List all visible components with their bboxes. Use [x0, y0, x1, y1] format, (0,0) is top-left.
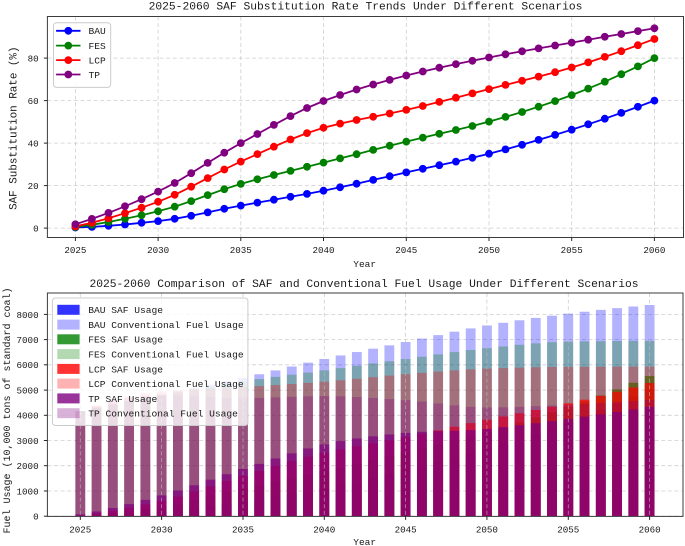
svg-text:40: 40	[28, 139, 39, 150]
svg-text:7000: 7000	[17, 335, 39, 346]
svg-text:2055: 2055	[561, 245, 583, 256]
svg-text:2060: 2060	[643, 245, 665, 256]
svg-text:2025: 2025	[69, 524, 91, 535]
svg-text:TP Conventional Fuel Usage: TP Conventional Fuel Usage	[88, 409, 238, 420]
svg-text:0: 0	[33, 224, 39, 235]
svg-text:Fuel Usage (10,000 tons of sta: Fuel Usage (10,000 tons of standard coal…	[2, 287, 14, 533]
svg-text:2030: 2030	[151, 524, 173, 535]
svg-text:2050: 2050	[476, 524, 498, 535]
svg-text:2025: 2025	[64, 245, 86, 256]
svg-text:2030: 2030	[147, 245, 169, 256]
svg-text:0: 0	[33, 512, 39, 523]
svg-text:6000: 6000	[17, 360, 39, 371]
svg-text:LCP Conventional Fuel Usage: LCP Conventional Fuel Usage	[88, 379, 244, 390]
svg-text:FES SAF Usage: FES SAF Usage	[88, 335, 163, 346]
svg-text:BAU Conventional Fuel Usage: BAU Conventional Fuel Usage	[88, 320, 244, 331]
svg-text:TP: TP	[89, 70, 101, 81]
svg-text:LCP SAF Usage: LCP SAF Usage	[88, 364, 163, 375]
svg-text:2040: 2040	[312, 245, 334, 256]
svg-text:FES: FES	[89, 41, 107, 52]
svg-text:SAF Substitution Rate (%): SAF Substitution Rate (%)	[9, 47, 21, 210]
svg-text:2000: 2000	[17, 461, 39, 472]
svg-text:5000: 5000	[17, 386, 39, 397]
svg-text:TP SAF Usage: TP SAF Usage	[88, 394, 157, 405]
svg-text:2035: 2035	[232, 524, 254, 535]
svg-text:4000: 4000	[17, 411, 39, 422]
svg-text:FES Conventional Fuel Usage: FES Conventional Fuel Usage	[88, 350, 244, 361]
svg-text:1000: 1000	[17, 486, 39, 497]
svg-text:2035: 2035	[230, 245, 252, 256]
svg-text:LCP: LCP	[89, 56, 107, 67]
svg-text:BAU SAF Usage: BAU SAF Usage	[88, 305, 163, 316]
svg-text:20: 20	[28, 181, 39, 192]
svg-text:2055: 2055	[557, 524, 579, 535]
svg-text:2025-2060 Comparison of SAF an: 2025-2060 Comparison of SAF and Conventi…	[89, 279, 638, 291]
svg-text:8000: 8000	[17, 310, 39, 321]
svg-text:3000: 3000	[17, 436, 39, 447]
svg-text:2025-2060 SAF Substitution Rat: 2025-2060 SAF Substitution Rate Trends U…	[149, 1, 583, 13]
svg-text:80: 80	[28, 54, 39, 65]
svg-text:2050: 2050	[478, 245, 500, 256]
svg-text:Year: Year	[353, 259, 376, 270]
svg-text:2040: 2040	[313, 524, 335, 535]
svg-text:2045: 2045	[395, 245, 417, 256]
svg-text:2060: 2060	[639, 524, 661, 535]
svg-text:BAU: BAU	[89, 26, 107, 37]
svg-text:Year: Year	[353, 537, 376, 546]
svg-text:2045: 2045	[395, 524, 417, 535]
svg-text:60: 60	[28, 96, 39, 107]
